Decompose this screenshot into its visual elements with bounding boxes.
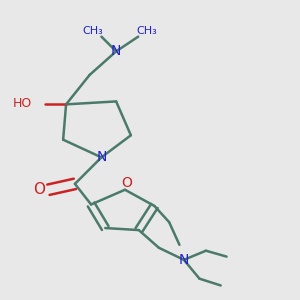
Text: O: O <box>121 176 132 190</box>
Text: CH₃: CH₃ <box>137 26 158 36</box>
Text: N: N <box>179 253 189 267</box>
Text: O: O <box>34 182 46 197</box>
Text: N: N <box>96 150 106 164</box>
Text: HO: HO <box>12 97 32 110</box>
Text: CH₃: CH₃ <box>82 26 103 36</box>
Text: N: N <box>111 44 121 58</box>
